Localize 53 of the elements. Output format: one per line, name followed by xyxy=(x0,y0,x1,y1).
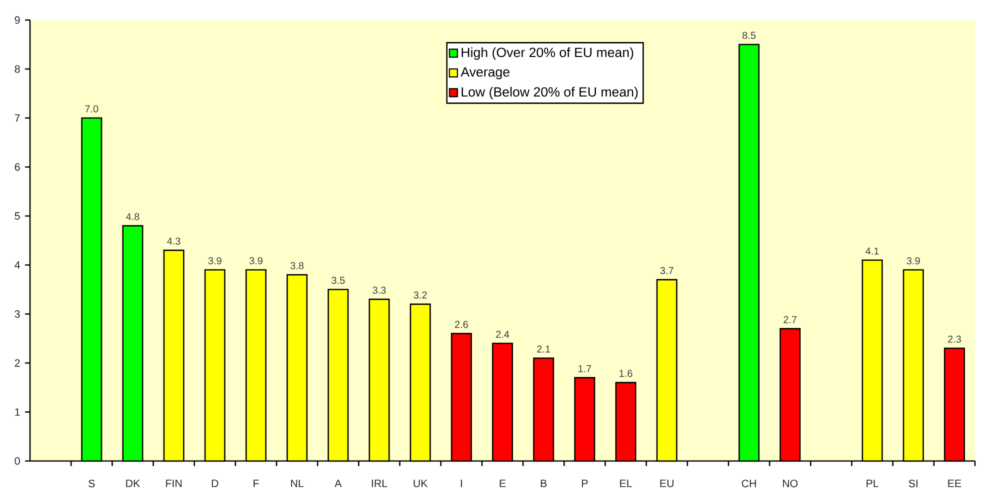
x-tick-label: P xyxy=(582,480,588,488)
data-label: 4.8 xyxy=(126,213,140,220)
x-tick-label: UK xyxy=(414,480,428,488)
x-tick-label: SI xyxy=(908,480,918,488)
data-label: 4.3 xyxy=(167,238,180,245)
data-label: 3.5 xyxy=(332,276,345,284)
data-label: 3.9 xyxy=(906,257,920,264)
x-tick-label: NL xyxy=(291,480,304,488)
y-tick-label: 4 xyxy=(14,261,20,269)
x-tick-label: E xyxy=(500,480,506,488)
x-tick-label: F xyxy=(254,480,259,488)
data-label: 2.3 xyxy=(948,336,961,343)
x-tick-label: PL xyxy=(866,480,878,488)
data-label: 3.8 xyxy=(290,262,304,270)
y-tick-label: 9 xyxy=(14,16,20,24)
y-tick-label: 0 xyxy=(14,457,20,465)
data-label: 3.3 xyxy=(372,286,386,294)
data-label: 3.7 xyxy=(660,267,674,274)
x-tick-label: NO xyxy=(782,480,798,488)
y-tick-label: 1 xyxy=(15,408,20,416)
y-tick-label: 3 xyxy=(14,310,20,318)
x-tick-label: DK xyxy=(126,480,140,488)
legend-label: Average xyxy=(460,67,510,80)
data-label: 3.2 xyxy=(414,292,427,299)
data-label: 1.6 xyxy=(620,370,632,377)
x-tick-label: CH xyxy=(742,480,756,488)
x-tick-label: FIN xyxy=(166,480,182,488)
legend-label: High (Over 20% of EU mean) xyxy=(462,47,634,60)
data-label: 2.4 xyxy=(496,330,510,338)
x-tick-label: I xyxy=(460,480,462,488)
x-tick-label: B xyxy=(540,480,547,488)
data-label: 3.9 xyxy=(249,257,262,264)
y-tick-label: 7 xyxy=(14,114,20,122)
data-label: 4.1 xyxy=(866,248,879,254)
x-tick-label: A xyxy=(334,480,342,488)
data-label: 8.5 xyxy=(742,32,756,39)
y-tick-label: 8 xyxy=(14,65,20,73)
legend-label: Low (Below 20% of EU mean) xyxy=(462,86,638,100)
x-tick-label: S xyxy=(88,480,95,488)
x-tick-label: EE xyxy=(948,480,962,488)
x-tick-label: EL xyxy=(620,480,632,488)
data-label: 7.0 xyxy=(85,105,98,112)
data-label: 1.7 xyxy=(578,365,592,372)
x-tick-label: D xyxy=(212,480,218,488)
y-tick-label: 5 xyxy=(14,212,20,220)
y-tick-label: 2 xyxy=(14,359,20,367)
x-tick-label: EU xyxy=(660,480,674,488)
data-label: 3.9 xyxy=(208,257,222,264)
data-label: 2.1 xyxy=(537,346,550,352)
y-tick-label: 6 xyxy=(14,163,20,171)
data-label: 2.7 xyxy=(784,316,797,324)
x-tick-label: IRL xyxy=(372,480,388,488)
data-label: 2.6 xyxy=(454,320,468,328)
